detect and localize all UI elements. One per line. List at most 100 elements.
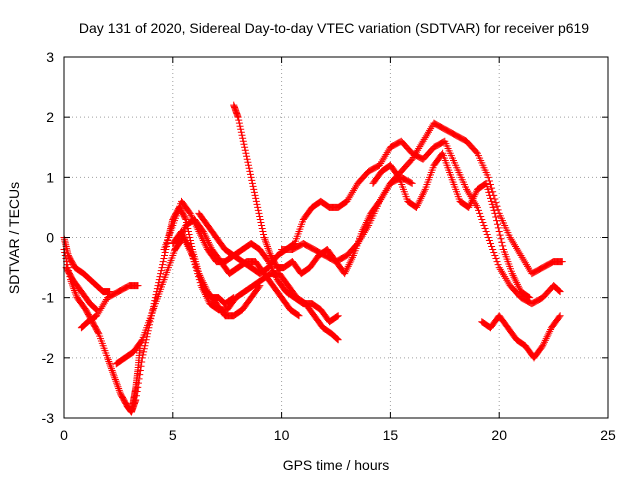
data-point xyxy=(256,282,264,290)
data-point xyxy=(139,351,147,359)
data-point xyxy=(235,119,243,127)
data-point xyxy=(113,379,121,387)
data-point xyxy=(197,231,205,239)
data-point xyxy=(188,213,196,221)
data-point xyxy=(508,237,516,245)
data-point xyxy=(100,299,108,307)
data-point xyxy=(344,196,352,204)
data-point xyxy=(377,196,385,204)
data-point xyxy=(415,198,423,206)
data-point xyxy=(334,312,342,320)
data-point xyxy=(106,361,114,369)
data-point xyxy=(344,262,352,270)
data-point xyxy=(157,267,165,275)
data-point xyxy=(184,242,192,250)
data-point xyxy=(265,248,273,256)
data-point xyxy=(409,153,417,161)
data-point xyxy=(408,155,416,163)
data-point xyxy=(346,192,354,200)
x-axis-label: GPS time / hours xyxy=(283,457,390,473)
data-point xyxy=(254,203,262,211)
data-point xyxy=(501,273,509,281)
data-point xyxy=(522,261,530,269)
data-point xyxy=(510,273,518,281)
data-point xyxy=(356,236,364,244)
data-point xyxy=(422,132,430,140)
data-point xyxy=(547,326,555,334)
data-point xyxy=(538,343,546,351)
data-point xyxy=(241,146,249,154)
data-point xyxy=(475,206,483,214)
data-point xyxy=(464,187,472,195)
data-point xyxy=(248,176,256,184)
data-point xyxy=(256,215,264,223)
x-tick-label: 0 xyxy=(60,427,68,443)
data-point xyxy=(490,249,498,257)
data-point xyxy=(101,297,109,305)
data-point xyxy=(513,280,521,288)
data-point xyxy=(235,116,243,124)
data-point xyxy=(272,272,280,280)
series-arc-6 xyxy=(160,137,564,308)
data-point xyxy=(186,234,194,241)
data-point xyxy=(518,253,526,261)
data-point xyxy=(107,365,115,373)
data-point xyxy=(508,270,516,278)
data-point xyxy=(357,234,365,242)
data-point xyxy=(540,340,548,348)
data-point xyxy=(111,374,119,382)
chart-title: Day 131 of 2020, Sidereal Day-to-day VTE… xyxy=(79,20,589,36)
data-point xyxy=(343,264,351,272)
data-point xyxy=(349,253,357,261)
data-point xyxy=(96,306,104,314)
data-point xyxy=(382,187,390,195)
data-point xyxy=(416,143,424,151)
data-point xyxy=(358,232,366,240)
y-axis-label: SDTVAR / TECUs xyxy=(6,182,22,294)
data-point xyxy=(134,282,142,290)
data-point xyxy=(555,286,563,294)
data-point xyxy=(491,209,499,217)
data-point xyxy=(93,312,101,320)
data-point xyxy=(514,282,522,290)
data-point xyxy=(379,192,387,200)
data-point xyxy=(415,144,423,152)
data-point xyxy=(187,211,195,219)
data-point xyxy=(196,229,204,237)
data-point xyxy=(352,183,360,191)
data-point xyxy=(507,235,515,243)
data-point xyxy=(334,336,342,344)
data-point xyxy=(140,345,148,353)
data-point xyxy=(178,229,186,237)
data-point xyxy=(265,258,273,266)
data-point xyxy=(509,239,517,247)
data-point xyxy=(196,271,204,279)
data-point xyxy=(270,268,278,276)
data-point xyxy=(201,282,209,290)
data-point xyxy=(413,202,421,210)
data-point xyxy=(266,250,274,258)
data-point xyxy=(250,188,258,196)
series-arc-10 xyxy=(195,209,342,326)
data-point xyxy=(497,235,505,243)
data-point xyxy=(486,191,494,199)
data-point xyxy=(202,284,210,292)
data-point xyxy=(380,154,388,162)
data-point xyxy=(72,290,80,298)
data-point xyxy=(380,190,388,198)
data-point xyxy=(479,218,487,226)
data-point xyxy=(195,270,203,278)
y-tick-label: 3 xyxy=(46,49,54,65)
data-point xyxy=(420,135,428,143)
data-point xyxy=(482,227,490,235)
data-point xyxy=(198,235,206,243)
data-point xyxy=(427,125,435,133)
data-point xyxy=(348,188,356,196)
series-arc-4 xyxy=(77,282,142,332)
data-point xyxy=(497,267,505,275)
data-point xyxy=(485,188,493,196)
data-point xyxy=(159,261,167,269)
axis-ticks: 0 5 10 15 20 25 -3 -2 -1 0 1 2 3 xyxy=(42,49,616,443)
data-point xyxy=(382,150,390,158)
